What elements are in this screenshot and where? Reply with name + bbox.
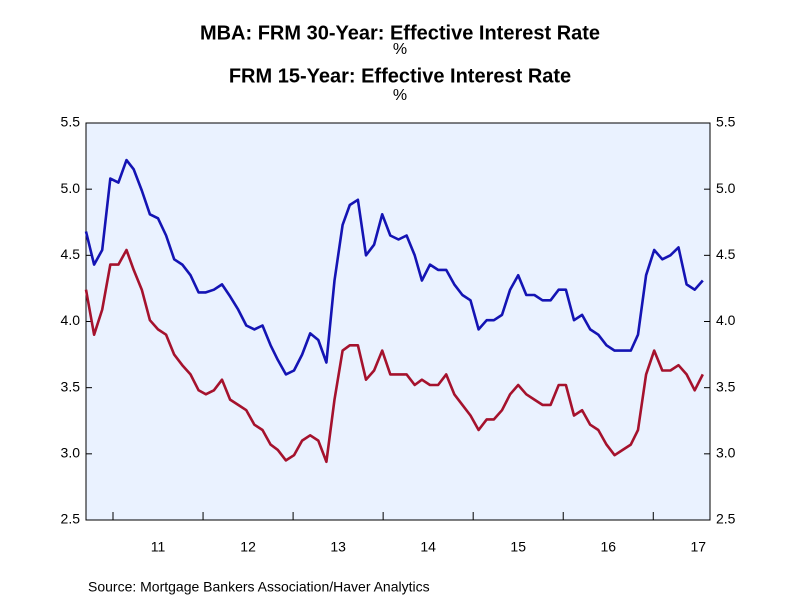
- x-tick-label: 15: [510, 539, 526, 555]
- y2-tick-label: 4.5: [716, 246, 736, 262]
- y-tick-label: 5.5: [61, 114, 81, 130]
- y-tick-label: 2.5: [61, 511, 81, 527]
- x-tick-label: 13: [330, 539, 346, 555]
- y-tick-label: 4.0: [61, 312, 81, 328]
- y2-tick-label: 3.5: [716, 378, 736, 394]
- y-tick-label: 3.5: [61, 378, 81, 394]
- series-title: FRM 15-Year: Effective Interest Rate: [229, 65, 571, 87]
- y2-tick-label: 2.5: [716, 511, 736, 527]
- x-tick-label: 12: [240, 539, 256, 555]
- y2-tick-label: 5.5: [716, 114, 736, 130]
- y2-tick-label: 4.0: [716, 312, 736, 328]
- source: Source: Mortgage Bankers Association/Hav…: [88, 579, 430, 595]
- plot-area: [85, 122, 711, 521]
- x-tick-label: 17: [691, 539, 707, 555]
- x-tick-label: 16: [600, 539, 616, 555]
- y-tick-label: 3.0: [61, 445, 81, 461]
- series-title: MBA: FRM 30-Year: Effective Interest Rat…: [200, 22, 600, 44]
- x-tick-label: 11: [151, 539, 166, 555]
- series-line: [84, 158, 704, 376]
- y-tick-label: 5.0: [61, 180, 81, 196]
- y2-tick-label: 5.0: [716, 180, 736, 196]
- series-unit: %: [393, 41, 407, 58]
- x-tick-label: 14: [420, 539, 436, 555]
- series-unit: %: [393, 87, 407, 104]
- y-tick-label: 4.5: [61, 246, 81, 262]
- series-line: [84, 248, 704, 464]
- y2-tick-label: 3.0: [716, 445, 736, 461]
